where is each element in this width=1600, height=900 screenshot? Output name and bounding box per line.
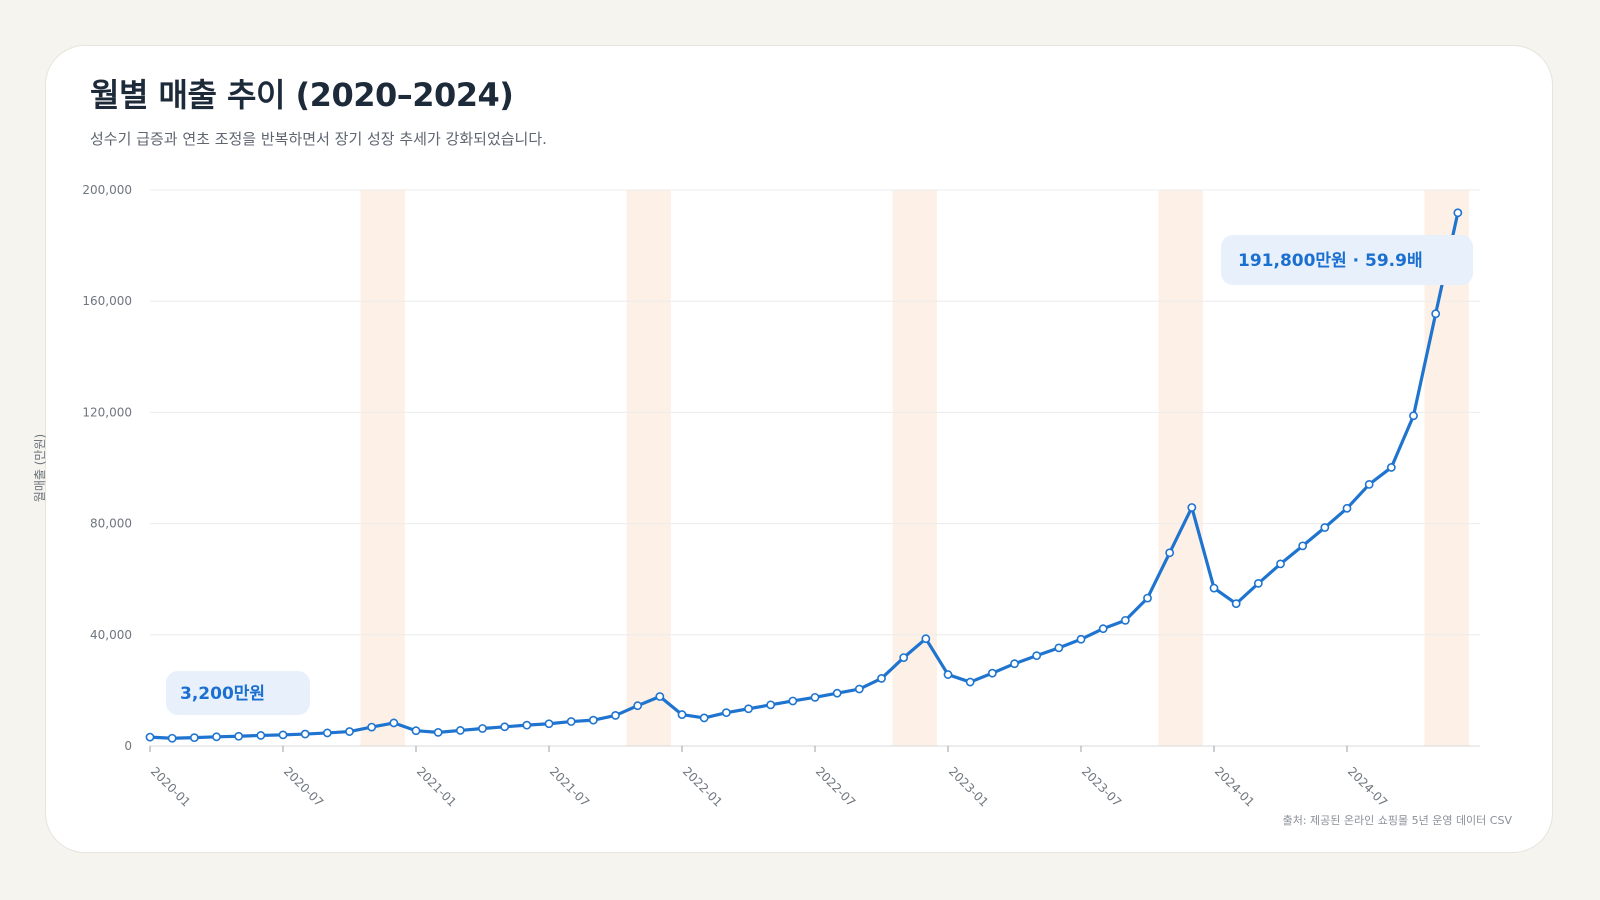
- x-tick-label: 2021-07: [547, 764, 592, 809]
- y-axis-label: 월매출 (만원): [33, 434, 47, 502]
- data-point: [611, 711, 620, 720]
- data-point: [455, 726, 465, 735]
- data-point: [921, 634, 931, 644]
- chart-subtitle: 성수기 급증과 연초 조정을 반복하면서 장기 성장 추세가 강화되었습니다.: [90, 130, 547, 148]
- data-point: [1453, 208, 1463, 218]
- highlight-band: [626, 190, 671, 746]
- data-point: [899, 653, 909, 662]
- y-tick-label: 160,000: [82, 294, 132, 308]
- data-point: [1231, 599, 1241, 609]
- data-point: [832, 688, 842, 698]
- x-tick-label: 2024-07: [1345, 764, 1390, 809]
- data-point: [167, 733, 177, 743]
- data-point: [1032, 651, 1042, 661]
- data-point: [721, 708, 731, 718]
- data-point: [965, 677, 975, 687]
- x-tick-label: 2020-01: [148, 764, 193, 809]
- data-point: [478, 724, 487, 733]
- series-line: [145, 208, 1463, 743]
- data-point: [500, 722, 510, 732]
- data-point: [987, 668, 997, 678]
- data-point: [433, 727, 443, 737]
- data-point: [1098, 624, 1108, 634]
- y-tick-label: 80,000: [90, 517, 132, 531]
- annotation-start-text: 3,200만원: [180, 684, 265, 704]
- x-tick-label: 2022-01: [680, 764, 725, 809]
- annotation-box-start: [166, 671, 310, 715]
- y-tick-label: 40,000: [90, 628, 132, 642]
- highlight-band: [360, 190, 405, 746]
- data-point: [1409, 411, 1418, 421]
- data-point: [854, 684, 864, 694]
- data-point: [943, 670, 953, 679]
- data-point: [322, 728, 332, 738]
- data-point: [677, 710, 687, 719]
- data-point: [633, 701, 643, 711]
- data-point: [1320, 523, 1330, 532]
- data-point: [278, 730, 288, 740]
- y-tick-label: 0: [124, 739, 132, 753]
- data-point: [1010, 659, 1019, 669]
- data-point: [1076, 634, 1086, 644]
- annotation-end-text: 191,800만원 · 59.9배: [1238, 251, 1423, 271]
- series-line-path: [148, 211, 1460, 740]
- data-point: [1187, 503, 1197, 512]
- data-point: [1298, 541, 1308, 551]
- data-point: [212, 732, 221, 742]
- data-point: [1276, 559, 1285, 569]
- data-point: [1342, 503, 1352, 513]
- y-axis: 0 40,000 80,000 120,000 160,000 200,000: [82, 183, 132, 753]
- data-point: [1143, 593, 1152, 603]
- x-tick-label: 2024-01: [1212, 764, 1257, 809]
- highlight-bands: [360, 190, 1469, 746]
- data-point: [1431, 309, 1441, 319]
- data-point: [367, 722, 377, 732]
- highlight-band: [1158, 190, 1203, 746]
- source-note: 출처: 제공된 온라인 쇼핑몰 5년 운영 데이터 CSV: [1282, 814, 1512, 827]
- data-point: [877, 674, 886, 683]
- data-point: [1120, 615, 1130, 625]
- data-point: [1165, 548, 1175, 558]
- data-point: [145, 732, 155, 742]
- x-tick-label: 2023-07: [1079, 764, 1124, 809]
- data-point: [1386, 463, 1396, 472]
- data-point: [588, 715, 598, 725]
- y-tick-label: 200,000: [82, 183, 132, 197]
- chart-card: [45, 45, 1553, 853]
- highlight-band: [892, 190, 937, 746]
- x-tick-label: 2023-01: [946, 764, 991, 809]
- annotations: 3,200만원 191,800만원 · 59.9배: [166, 235, 1473, 715]
- x-axis: 2020-01 2020-07 2021-01 2021-07 2022-01 2022-…: [148, 745, 1480, 810]
- data-point: [766, 700, 776, 710]
- data-point: [655, 692, 665, 701]
- data-point: [522, 720, 532, 730]
- data-point: [810, 692, 820, 702]
- data-point: [788, 696, 798, 706]
- annotation-box-end: [1221, 235, 1473, 285]
- data-point: [1253, 578, 1263, 588]
- x-tick-label: 2022-07: [813, 764, 858, 809]
- data-point: [256, 731, 266, 740]
- data-point: [544, 719, 554, 729]
- data-point: [1054, 643, 1064, 653]
- data-point: [300, 729, 310, 739]
- data-point: [389, 718, 399, 728]
- data-point: [744, 704, 753, 714]
- x-tick-label: 2021-01: [414, 764, 459, 809]
- y-tick-label: 120,000: [82, 405, 132, 419]
- data-point: [566, 717, 576, 726]
- data-point: [345, 727, 354, 736]
- data-point: [234, 731, 244, 741]
- data-point: [411, 726, 421, 736]
- data-point: [699, 713, 709, 723]
- data-point: [1209, 583, 1219, 593]
- data-point: [189, 733, 199, 743]
- x-tick-label: 2020-07: [281, 764, 326, 809]
- chart-title: 월별 매출 추이 (2020–2024): [90, 76, 514, 114]
- data-point: [1364, 480, 1374, 489]
